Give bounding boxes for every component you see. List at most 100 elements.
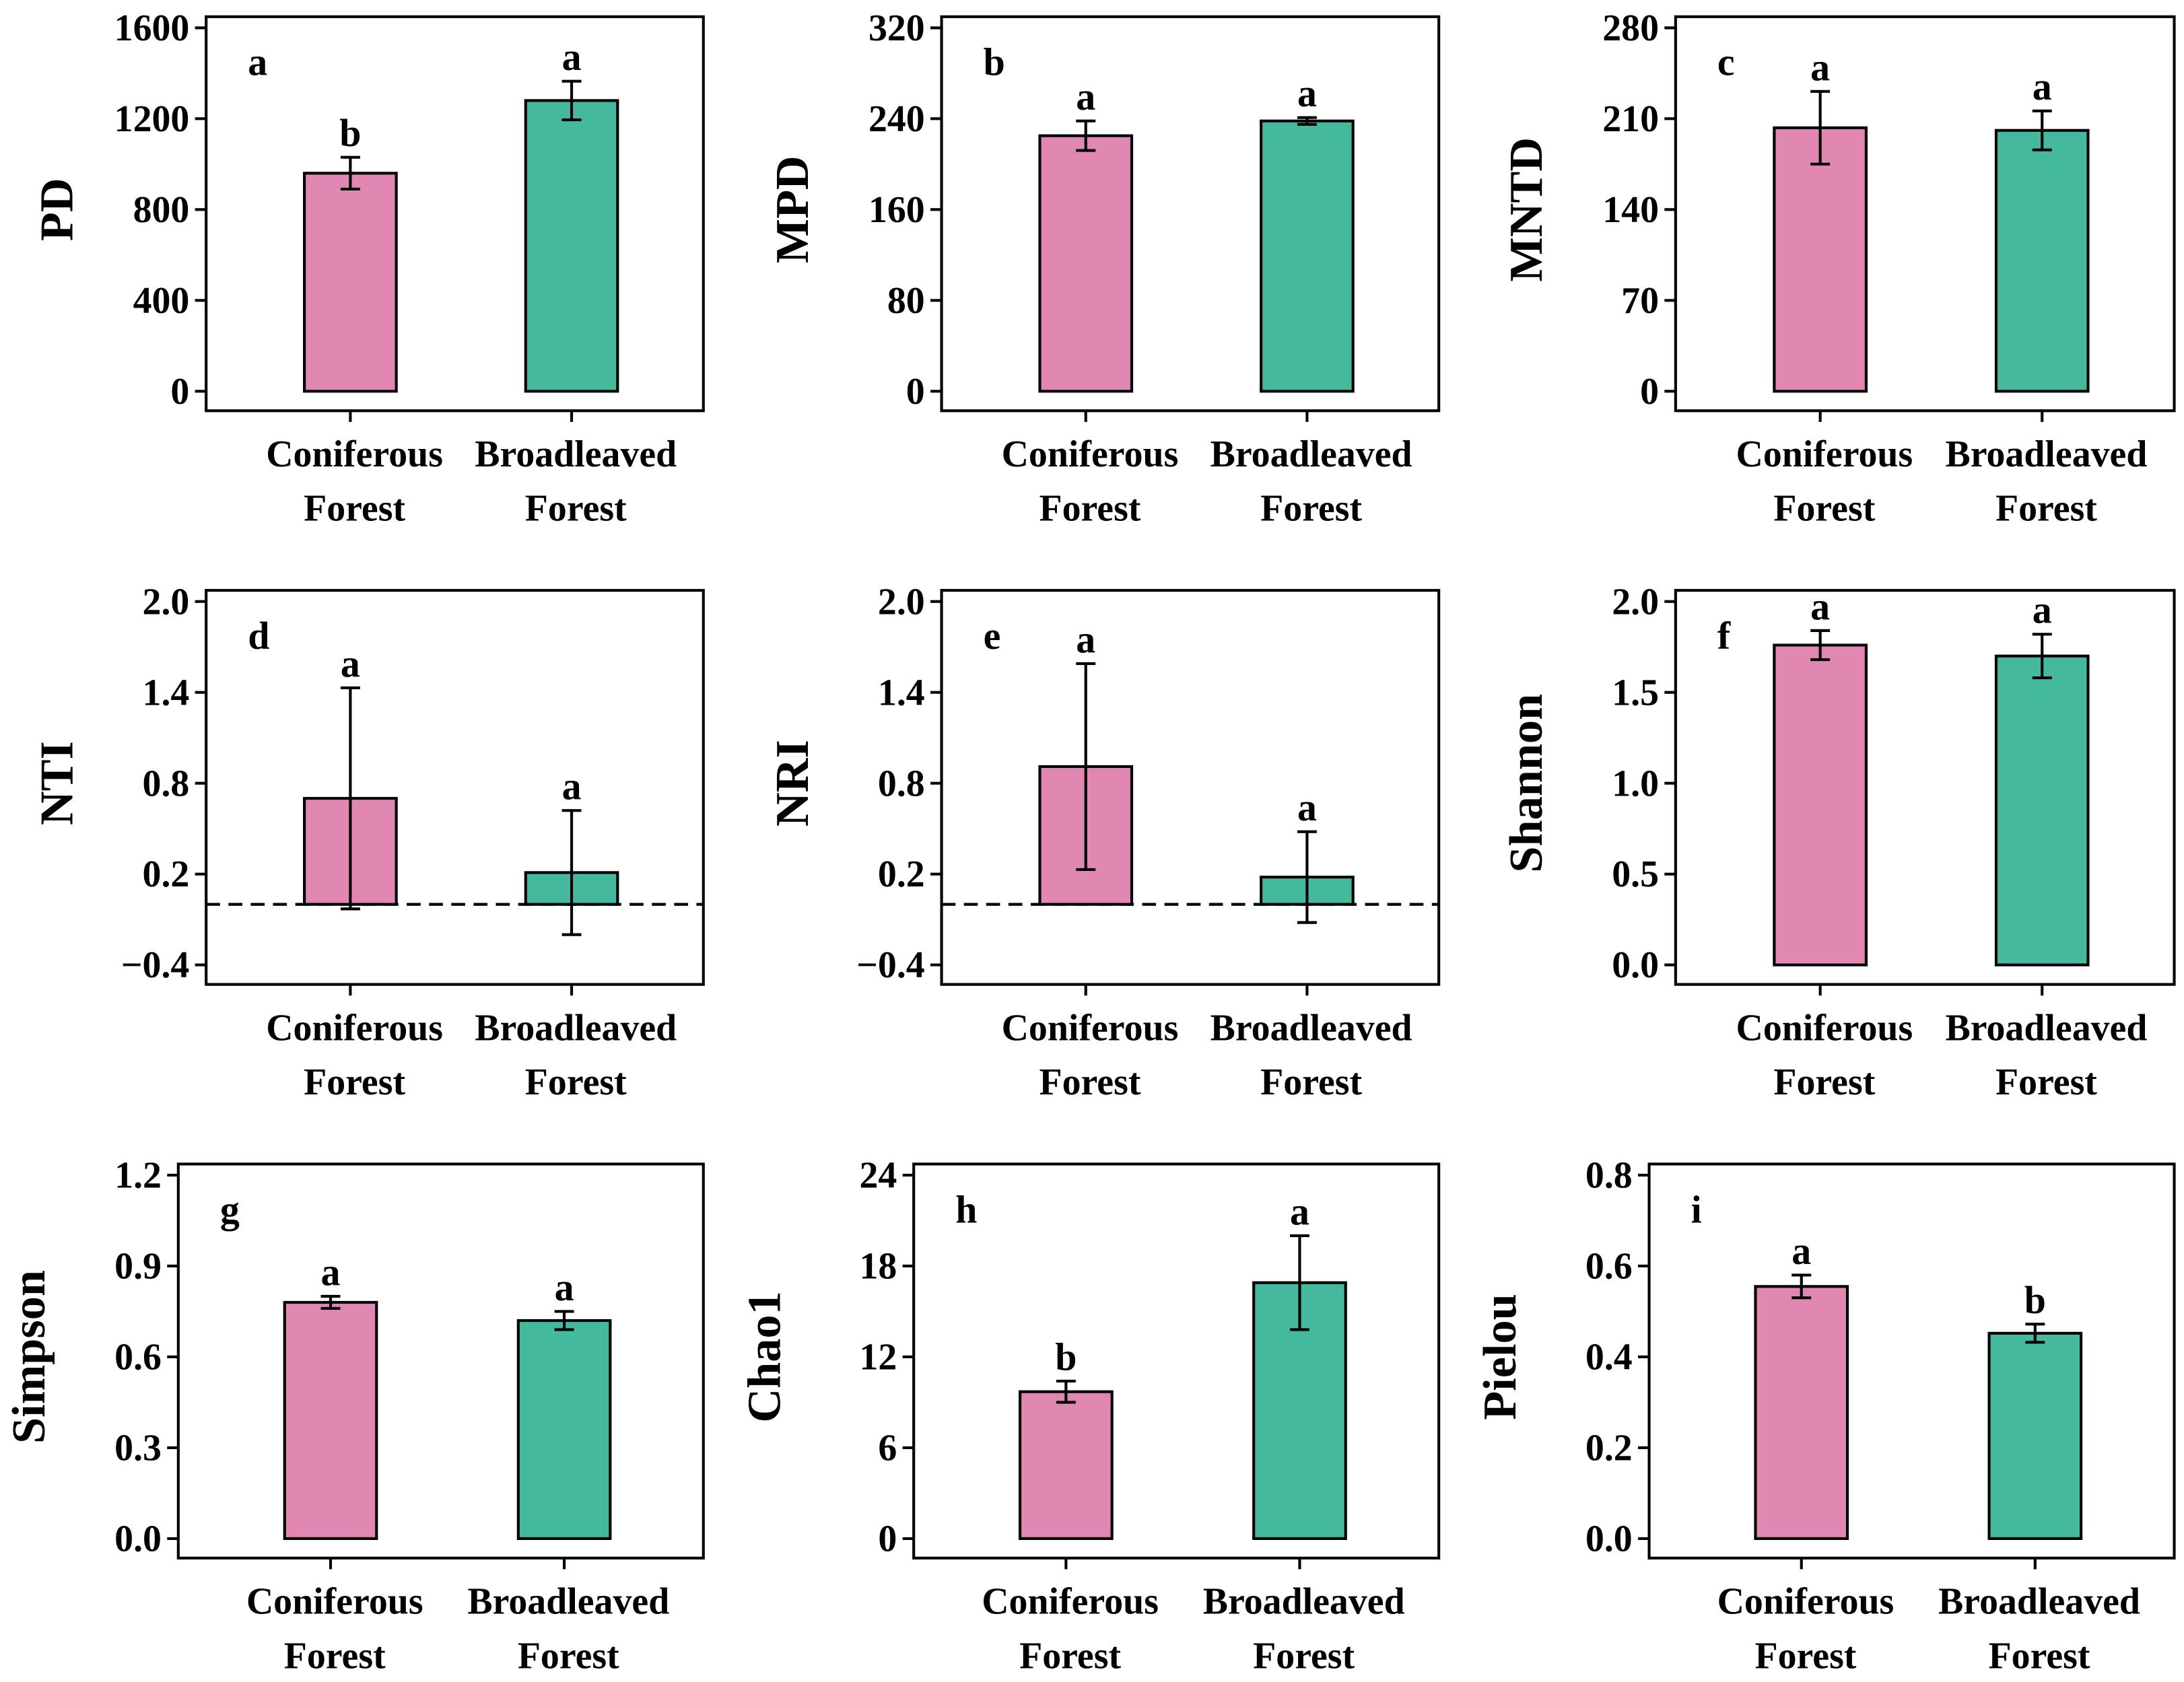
x-tick-label: Broadleaved <box>1938 1581 2140 1623</box>
y-tick-label: 12 <box>860 1337 897 1378</box>
y-tick-label: 0.0 <box>1612 944 1659 986</box>
y-axis-label: PD <box>31 178 83 241</box>
bar-broadleaved <box>516 1319 612 1540</box>
panel-f: 0.0 0.5 1.0 1.5 2.0 Shannon f a Coniferous Forest… <box>1500 581 2176 1103</box>
x-tick-label: Broadleaved <box>1210 1007 1412 1049</box>
plot-frame <box>940 589 1441 986</box>
x-tick-label: Forest <box>1253 1635 1355 1677</box>
panel-label: b <box>984 40 1005 84</box>
x-tick-label: Coniferous <box>1717 1581 1895 1623</box>
panel-a: 0 400 800 1200 1600 PD a b Coniferous Forest a Broa… <box>31 7 705 530</box>
y-tick-label: 240 <box>868 98 925 140</box>
significance-letter: a <box>1810 45 1830 89</box>
y-tick-label: 0.2 <box>143 853 190 895</box>
significance-letter: a <box>1810 584 1830 628</box>
y-tick-label: 1600 <box>114 7 190 49</box>
x-tick-label: Forest <box>284 1635 386 1677</box>
y-tick-label: 0.3 <box>114 1428 162 1469</box>
bar-broadleaved <box>1987 1331 2083 1540</box>
x-tick-label: Forest <box>304 1061 405 1103</box>
x-tick-label: Broadleaved <box>475 1007 677 1049</box>
bar-broadleaved <box>1260 119 1355 393</box>
x-tick-label: Coniferous <box>266 1007 443 1049</box>
y-tick-label: 2.0 <box>143 581 190 623</box>
y-tick-label: 0.0 <box>114 1518 162 1560</box>
bar-coniferous <box>283 1300 378 1540</box>
panel-h: 0 6 12 18 24 Chao1 h b Coniferous Forest a Broadlea… <box>739 1155 1441 1677</box>
bar-coniferous <box>1038 134 1134 393</box>
plot-frame <box>205 589 705 986</box>
y-tick-label: 0 <box>170 371 189 413</box>
bar-coniferous <box>1773 643 1868 967</box>
panel-label: h <box>955 1187 977 1231</box>
significance-letter: a <box>321 1250 341 1294</box>
significance-letter: b <box>339 111 361 155</box>
significance-letter: a <box>1297 71 1317 115</box>
significance-letter: a <box>562 35 582 79</box>
y-tick-label: 2.0 <box>1612 581 1659 623</box>
y-axis-label: NTI <box>31 741 83 825</box>
y-tick-label: 140 <box>1602 189 1659 231</box>
y-tick-label: 24 <box>860 1155 897 1197</box>
y-tick-label: 320 <box>868 7 925 49</box>
panel-label: i <box>1691 1187 1702 1231</box>
y-axis-label: Shannon <box>1500 694 1552 873</box>
y-tick-label: 1200 <box>114 98 190 140</box>
panel-label: e <box>984 614 1001 658</box>
x-tick-label: Forest <box>518 1635 619 1677</box>
x-tick-label: Broadleaved <box>1945 433 2147 475</box>
y-tick-label: 70 <box>1621 280 1659 322</box>
panel-label: g <box>220 1187 240 1231</box>
x-tick-label: Coniferous <box>246 1581 423 1623</box>
significance-letter: a <box>2033 65 2052 108</box>
significance-letter: a <box>555 1265 574 1309</box>
significance-letter: a <box>1297 785 1317 829</box>
significance-letter: a <box>1290 1189 1309 1233</box>
y-axis-label: Simpson <box>3 1270 55 1444</box>
y-tick-label: 6 <box>878 1428 897 1469</box>
significance-letter: a <box>1076 617 1095 661</box>
y-tick-label: 0.8 <box>143 763 190 804</box>
plot-frame <box>912 1162 1441 1560</box>
x-tick-label: Forest <box>1995 1061 2097 1103</box>
y-axis-label: NRI <box>766 740 819 827</box>
y-tick-label: 18 <box>860 1246 897 1288</box>
y-tick-label: 0.9 <box>114 1246 162 1288</box>
y-tick-label: 0.4 <box>1585 1337 1633 1378</box>
y-tick-label: 0.2 <box>1585 1428 1633 1469</box>
x-tick-label: Forest <box>1754 1635 1856 1677</box>
y-tick-label: 400 <box>133 280 190 322</box>
x-tick-label: Broadleaved <box>1210 433 1412 475</box>
significance-letter: a <box>562 765 582 808</box>
x-tick-label: Forest <box>1995 488 2097 530</box>
x-tick-label: Broadleaved <box>475 433 677 475</box>
plot-frame <box>205 15 705 413</box>
plot-frame <box>940 15 1441 413</box>
y-tick-label: 0 <box>906 371 925 413</box>
y-axis-label: Chao1 <box>739 1291 791 1422</box>
x-tick-label: Broadleaved <box>1945 1007 2147 1049</box>
x-tick-label: Broadleaved <box>1203 1581 1405 1623</box>
x-tick-label: Broadleaved <box>467 1581 669 1623</box>
panel-c: 0 70 140 210 280 MNTD c a Coniferous Forest a Broad… <box>1500 7 2176 530</box>
y-tick-label: 0.8 <box>878 763 925 804</box>
x-tick-label: Forest <box>1039 1061 1140 1103</box>
y-tick-label: 0.6 <box>114 1337 162 1378</box>
bar-coniferous <box>1773 126 1868 393</box>
panel-label: d <box>248 614 269 658</box>
y-tick-label: 800 <box>133 189 190 231</box>
y-tick-label: −0.4 <box>856 944 925 986</box>
significance-letter: a <box>1791 1229 1811 1273</box>
bar-broadleaved <box>524 99 619 393</box>
significance-letter: a <box>341 641 360 685</box>
x-tick-label: Coniferous <box>1736 1007 1913 1049</box>
bar-coniferous <box>303 172 398 393</box>
x-tick-label: Coniferous <box>266 433 443 475</box>
y-axis-label: Pielou <box>1474 1294 1526 1420</box>
y-tick-label: 210 <box>1602 98 1659 140</box>
plot-frame <box>1674 589 2176 986</box>
plot-frame <box>1674 15 2176 413</box>
x-tick-label: Forest <box>1989 1635 2090 1677</box>
y-tick-label: 280 <box>1602 7 1659 49</box>
